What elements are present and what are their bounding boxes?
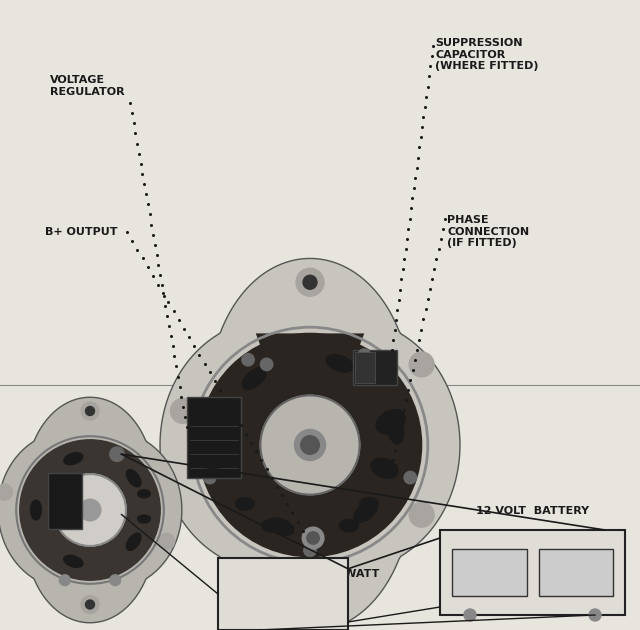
Circle shape xyxy=(296,268,324,296)
Circle shape xyxy=(464,609,476,621)
Circle shape xyxy=(358,349,371,361)
Circle shape xyxy=(204,471,216,484)
Circle shape xyxy=(86,600,95,609)
Bar xyxy=(355,352,375,382)
Circle shape xyxy=(110,447,124,461)
Ellipse shape xyxy=(31,500,42,520)
Bar xyxy=(440,530,625,615)
Circle shape xyxy=(303,601,317,615)
Circle shape xyxy=(81,402,99,420)
Circle shape xyxy=(79,499,101,521)
Polygon shape xyxy=(256,333,364,386)
Circle shape xyxy=(159,534,175,549)
Circle shape xyxy=(296,594,324,622)
Ellipse shape xyxy=(376,410,405,434)
Ellipse shape xyxy=(326,355,353,372)
Ellipse shape xyxy=(236,498,254,510)
Circle shape xyxy=(198,333,422,556)
Ellipse shape xyxy=(371,458,398,478)
Text: B+ OUTPUT: B+ OUTPUT xyxy=(45,227,118,237)
Circle shape xyxy=(81,595,99,614)
Ellipse shape xyxy=(138,490,150,498)
Circle shape xyxy=(86,406,95,416)
Ellipse shape xyxy=(387,416,403,444)
Circle shape xyxy=(303,275,317,289)
Circle shape xyxy=(302,527,324,549)
Circle shape xyxy=(365,353,378,366)
Circle shape xyxy=(589,609,601,621)
Text: WARNING LAMP (L)
NO LARGER THAN 2 WATT: WARNING LAMP (L) NO LARGER THAN 2 WATT xyxy=(218,557,380,578)
Circle shape xyxy=(304,544,316,556)
Ellipse shape xyxy=(216,446,232,474)
Ellipse shape xyxy=(267,518,294,536)
Circle shape xyxy=(260,396,360,495)
Bar xyxy=(48,473,82,529)
Circle shape xyxy=(404,471,417,484)
Polygon shape xyxy=(160,258,460,630)
Circle shape xyxy=(409,502,434,527)
Bar xyxy=(353,350,397,384)
Text: SUPPRESSION
CAPACITOR
(WHERE FITTED): SUPPRESSION CAPACITOR (WHERE FITTED) xyxy=(435,38,538,71)
Circle shape xyxy=(294,430,326,461)
Bar xyxy=(452,549,527,596)
Circle shape xyxy=(242,353,254,366)
Circle shape xyxy=(307,532,319,544)
Ellipse shape xyxy=(339,519,358,532)
Ellipse shape xyxy=(127,469,141,487)
Text: 12 VOLT  BATTERY: 12 VOLT BATTERY xyxy=(476,506,589,516)
Text: 5mm or 6mm CABLE: 5mm or 6mm CABLE xyxy=(215,443,341,453)
Ellipse shape xyxy=(354,501,378,522)
Bar xyxy=(218,558,348,630)
Circle shape xyxy=(54,474,126,546)
Polygon shape xyxy=(0,398,182,622)
Ellipse shape xyxy=(262,519,280,532)
Ellipse shape xyxy=(127,533,141,551)
Ellipse shape xyxy=(64,453,83,464)
Circle shape xyxy=(301,436,319,454)
Bar xyxy=(187,397,241,478)
Circle shape xyxy=(170,399,195,423)
Ellipse shape xyxy=(64,556,83,568)
Text: VOLTAGE
REGULATOR: VOLTAGE REGULATOR xyxy=(50,75,125,96)
Circle shape xyxy=(409,352,434,377)
Circle shape xyxy=(60,575,70,586)
Ellipse shape xyxy=(360,498,378,510)
Ellipse shape xyxy=(243,368,266,389)
Circle shape xyxy=(110,575,120,586)
Text: PHASE
CONNECTION
(IF FITTED): PHASE CONNECTION (IF FITTED) xyxy=(447,215,529,248)
Circle shape xyxy=(20,440,160,580)
Circle shape xyxy=(260,358,273,370)
Bar xyxy=(538,549,613,596)
Ellipse shape xyxy=(138,515,150,523)
Circle shape xyxy=(0,484,13,500)
Text: 3mm CABLE
BATTERY SENSE (S): 3mm CABLE BATTERY SENSE (S) xyxy=(215,472,344,500)
